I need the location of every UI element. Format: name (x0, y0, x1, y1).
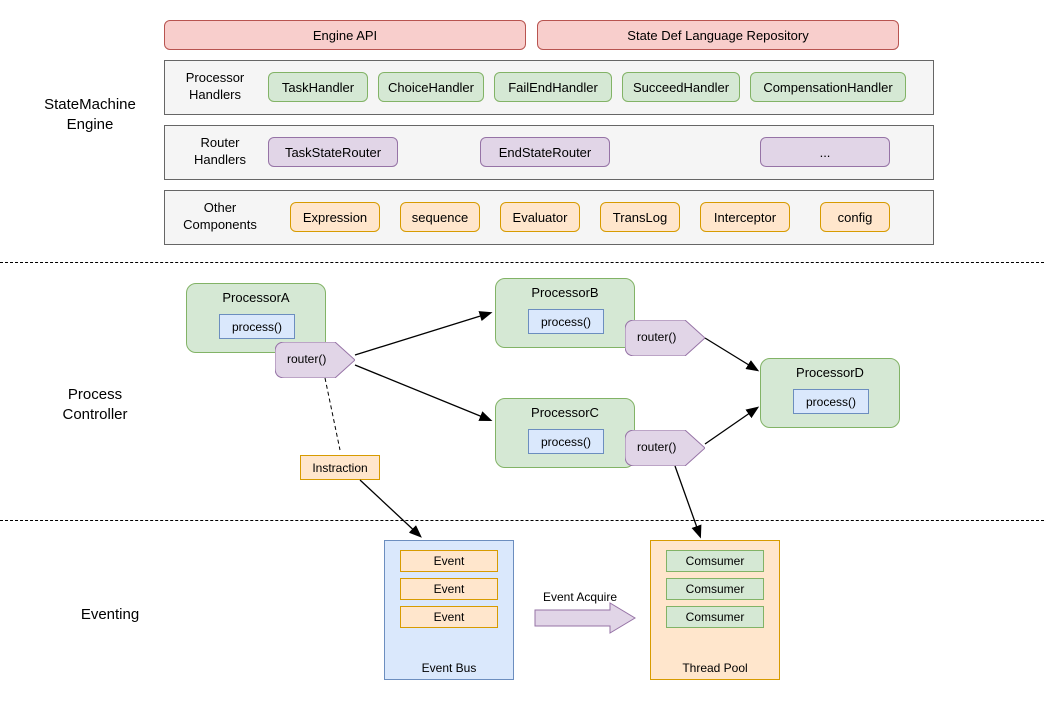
processor-a-title: ProcessorA (187, 290, 325, 305)
processor-b-process: process() (528, 309, 604, 334)
repo-label: State Def Language Repository (627, 28, 808, 43)
event-bus-label: Event Bus (385, 661, 513, 675)
engine-api-box: Engine API (164, 20, 526, 50)
processor-b: ProcessorB process() (495, 278, 635, 348)
oc-config: config (820, 202, 890, 232)
consumer-3: Comsumer (666, 606, 764, 628)
rh-endstate: EndStateRouter (480, 137, 610, 167)
event-3: Event (400, 606, 498, 628)
section-label-process: ProcessController (45, 385, 145, 424)
other-components-label: OtherComponents (175, 200, 265, 234)
section-label-engine: StateMachineEngine (30, 95, 150, 134)
engine-api-label: Engine API (313, 28, 377, 43)
processor-c-process: process() (528, 429, 604, 454)
section-label-eventing: Eventing (60, 605, 160, 625)
processor-handlers-label: ProcessorHandlers (175, 70, 255, 104)
event-2: Event (400, 578, 498, 600)
ph-failend: FailEndHandler (494, 72, 612, 102)
router-b-label: router() (637, 330, 676, 344)
diagram-canvas: StateMachineEngine ProcessController Eve… (0, 0, 1044, 702)
consumer-1: Comsumer (666, 550, 764, 572)
separator-1 (0, 262, 1044, 263)
processor-c-title: ProcessorC (496, 405, 634, 420)
processor-d-process: process() (793, 389, 869, 414)
oc-sequence: sequence (400, 202, 480, 232)
processor-b-title: ProcessorB (496, 285, 634, 300)
oc-expression: Expression (290, 202, 380, 232)
oc-evaluator: Evaluator (500, 202, 580, 232)
rh-ellipsis: ... (760, 137, 890, 167)
processor-d-title: ProcessorD (761, 365, 899, 380)
ph-compensation: CompensationHandler (750, 72, 906, 102)
router-handlers-label: RouterHandlers (185, 135, 255, 169)
separator-2 (0, 520, 1044, 521)
processor-d: ProcessorD process() (760, 358, 900, 428)
oc-translog: TransLog (600, 202, 680, 232)
ph-succeed: SucceedHandler (622, 72, 740, 102)
thread-pool-label: Thread Pool (651, 661, 779, 675)
processor-c: ProcessorC process() (495, 398, 635, 468)
processor-a-process: process() (219, 314, 295, 339)
repo-box: State Def Language Repository (537, 20, 899, 50)
rh-taskstate: TaskStateRouter (268, 137, 398, 167)
router-a-label: router() (287, 352, 326, 366)
event-acquire-label: Event Acquire (535, 590, 625, 604)
consumer-2: Comsumer (666, 578, 764, 600)
instraction-box: Instraction (300, 455, 380, 480)
event-1: Event (400, 550, 498, 572)
ph-task: TaskHandler (268, 72, 368, 102)
router-c-label: router() (637, 440, 676, 454)
ph-choice: ChoiceHandler (378, 72, 484, 102)
oc-interceptor: Interceptor (700, 202, 790, 232)
